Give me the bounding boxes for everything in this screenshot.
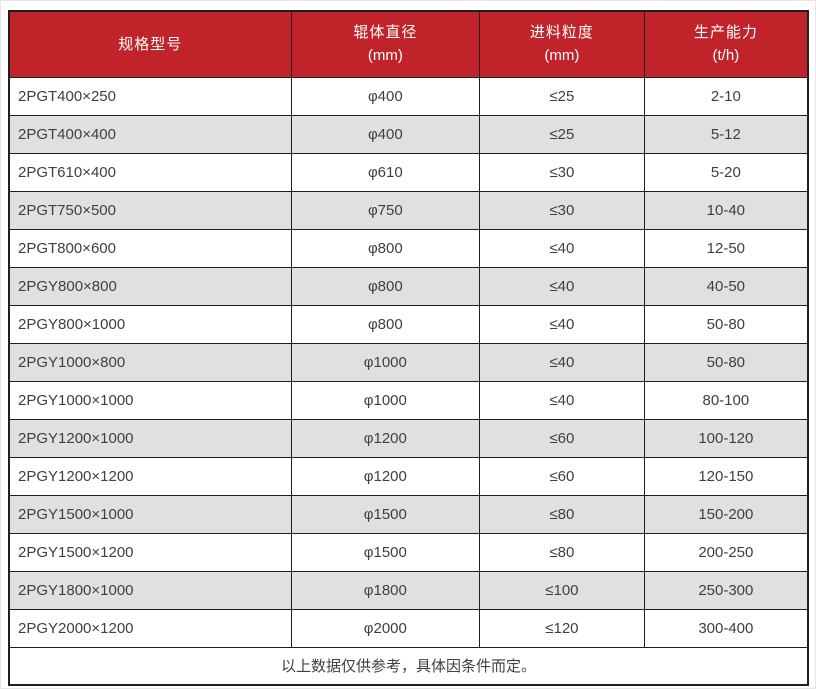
cell-feed: ≤30 xyxy=(479,190,645,230)
cell-feed: ≤40 xyxy=(479,304,645,344)
cell-diameter: φ800 xyxy=(290,304,481,344)
cell-diameter: φ1500 xyxy=(290,494,481,534)
cell-feed: ≤40 xyxy=(479,380,645,420)
cell-capacity: 80-100 xyxy=(643,380,809,420)
cell-capacity: 300-400 xyxy=(643,608,809,648)
header-capacity-unit: (t/h) xyxy=(712,47,740,65)
header-feed: 进料粒度 (mm) xyxy=(479,10,645,78)
cell-model: 2PGY1800×1000 xyxy=(8,570,292,610)
cell-diameter: φ800 xyxy=(290,228,481,268)
cell-capacity: 250-300 xyxy=(643,570,809,610)
table-row: 2PGT750×500 φ750 ≤30 10-40 xyxy=(8,190,809,230)
cell-model: 2PGY1200×1200 xyxy=(8,456,292,496)
spec-table-container: 规格型号 辊体直径 (mm) 进料粒度 (mm) 生产能力 (t/h) 2PGT… xyxy=(8,10,809,686)
cell-feed: ≤30 xyxy=(479,152,645,192)
cell-model: 2PGY800×800 xyxy=(8,266,292,306)
table-row: 2PGT400×250 φ400 ≤25 2-10 xyxy=(8,76,809,116)
cell-capacity: 12-50 xyxy=(643,228,809,268)
table-row: 2PGY1000×800 φ1000 ≤40 50-80 xyxy=(8,342,809,382)
cell-model: 2PGY800×1000 xyxy=(8,304,292,344)
cell-diameter: φ800 xyxy=(290,266,481,306)
cell-feed: ≤60 xyxy=(479,456,645,496)
cell-capacity: 100-120 xyxy=(643,418,809,458)
cell-capacity: 5-12 xyxy=(643,114,809,154)
table-row: 2PGT800×600 φ800 ≤40 12-50 xyxy=(8,228,809,268)
cell-diameter: φ2000 xyxy=(290,608,481,648)
header-feed-title: 进料粒度 xyxy=(529,24,594,42)
cell-feed: ≤80 xyxy=(479,532,645,572)
cell-model: 2PGT800×600 xyxy=(8,228,292,268)
table-row: 2PGT610×400 φ610 ≤30 5-20 xyxy=(8,152,809,192)
table-row: 2PGY1800×1000 φ1800 ≤100 250-300 xyxy=(8,570,809,610)
cell-feed: ≤60 xyxy=(479,418,645,458)
cell-capacity: 120-150 xyxy=(643,456,809,496)
cell-capacity: 40-50 xyxy=(643,266,809,306)
cell-diameter: φ1200 xyxy=(290,418,481,458)
header-diameter-title: 辊体直径 xyxy=(353,24,418,42)
table-row: 2PGY1200×1200 φ1200 ≤60 120-150 xyxy=(8,456,809,496)
cell-model: 2PGT750×500 xyxy=(8,190,292,230)
header-diameter: 辊体直径 (mm) xyxy=(290,10,481,78)
cell-diameter: φ1000 xyxy=(290,342,481,382)
cell-model: 2PGY2000×1200 xyxy=(8,608,292,648)
cell-model: 2PGY1200×1000 xyxy=(8,418,292,458)
footer-note: 以上数据仅供参考，具体因条件而定。 xyxy=(8,646,809,686)
cell-model: 2PGT400×250 xyxy=(8,76,292,116)
cell-diameter: φ400 xyxy=(290,114,481,154)
cell-model: 2PGY1500×1200 xyxy=(8,532,292,572)
cell-feed: ≤100 xyxy=(479,570,645,610)
header-model: 规格型号 xyxy=(8,10,292,78)
cell-capacity: 50-80 xyxy=(643,342,809,382)
table-row: 2PGY2000×1200 φ2000 ≤120 300-400 xyxy=(8,608,809,648)
header-capacity-title: 生产能力 xyxy=(693,24,758,42)
cell-model: 2PGT400×400 xyxy=(8,114,292,154)
header-diameter-unit: (mm) xyxy=(367,47,403,65)
cell-diameter: φ1200 xyxy=(290,456,481,496)
cell-model: 2PGY1500×1000 xyxy=(8,494,292,534)
cell-capacity: 200-250 xyxy=(643,532,809,572)
table-row: 2PGY800×1000 φ800 ≤40 50-80 xyxy=(8,304,809,344)
cell-feed: ≤25 xyxy=(479,76,645,116)
cell-feed: ≤40 xyxy=(479,266,645,306)
table-row: 2PGY1500×1200 φ1500 ≤80 200-250 xyxy=(8,532,809,572)
cell-model: 2PGY1000×800 xyxy=(8,342,292,382)
cell-capacity: 5-20 xyxy=(643,152,809,192)
cell-diameter: φ1500 xyxy=(290,532,481,572)
cell-capacity: 2-10 xyxy=(643,76,809,116)
table-row: 2PGY800×800 φ800 ≤40 40-50 xyxy=(8,266,809,306)
table-header-row: 规格型号 辊体直径 (mm) 进料粒度 (mm) 生产能力 (t/h) xyxy=(8,10,809,78)
header-feed-unit: (mm) xyxy=(544,47,580,65)
cell-diameter: φ1000 xyxy=(290,380,481,420)
header-model-title: 规格型号 xyxy=(118,35,183,53)
cell-feed: ≤40 xyxy=(479,342,645,382)
cell-model: 2PGY1000×1000 xyxy=(8,380,292,420)
spec-table: 规格型号 辊体直径 (mm) 进料粒度 (mm) 生产能力 (t/h) 2PGT… xyxy=(8,10,809,686)
cell-feed: ≤120 xyxy=(479,608,645,648)
cell-model: 2PGT610×400 xyxy=(8,152,292,192)
spec-table-body: 2PGT400×250 φ400 ≤25 2-10 2PGT400×400 φ400 ≤25… xyxy=(8,76,809,648)
table-row: 2PGY1000×1000 φ1000 ≤40 80-100 xyxy=(8,380,809,420)
cell-feed: ≤25 xyxy=(479,114,645,154)
cell-diameter: φ400 xyxy=(290,76,481,116)
header-capacity: 生产能力 (t/h) xyxy=(643,10,809,78)
cell-diameter: φ610 xyxy=(290,152,481,192)
table-footer-row: 以上数据仅供参考，具体因条件而定。 xyxy=(8,646,809,686)
cell-diameter: φ750 xyxy=(290,190,481,230)
cell-capacity: 50-80 xyxy=(643,304,809,344)
cell-feed: ≤40 xyxy=(479,228,645,268)
cell-capacity: 10-40 xyxy=(643,190,809,230)
cell-feed: ≤80 xyxy=(479,494,645,534)
table-row: 2PGY1200×1000 φ1200 ≤60 100-120 xyxy=(8,418,809,458)
cell-capacity: 150-200 xyxy=(643,494,809,534)
table-row: 2PGT400×400 φ400 ≤25 5-12 xyxy=(8,114,809,154)
cell-diameter: φ1800 xyxy=(290,570,481,610)
table-row: 2PGY1500×1000 φ1500 ≤80 150-200 xyxy=(8,494,809,534)
